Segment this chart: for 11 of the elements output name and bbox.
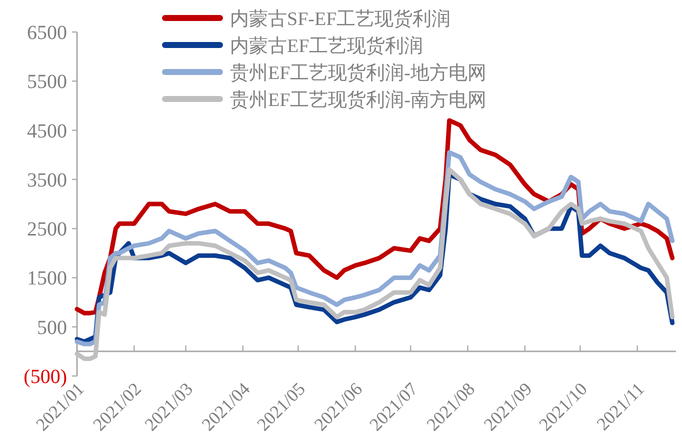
legend-label: 贵州EF工艺现货利润-南方电网 xyxy=(230,89,486,111)
y-tick-label: 3500 xyxy=(27,169,67,192)
y-tick-label: 6500 xyxy=(27,22,67,44)
legend-label: 内蒙古SF-EF工艺现货利润 xyxy=(230,8,451,30)
y-tick-label: 5500 xyxy=(27,71,67,94)
legend-label: 贵州EF工艺现货利润-地方电网 xyxy=(230,62,486,84)
legend-label: 内蒙古EF工艺现货利润 xyxy=(230,35,424,57)
y-tick-label: 4500 xyxy=(27,120,67,142)
y-tick-label: 2500 xyxy=(27,218,67,241)
y-tick-label: 1500 xyxy=(27,268,67,290)
y-tick-label: 500 xyxy=(37,316,67,339)
